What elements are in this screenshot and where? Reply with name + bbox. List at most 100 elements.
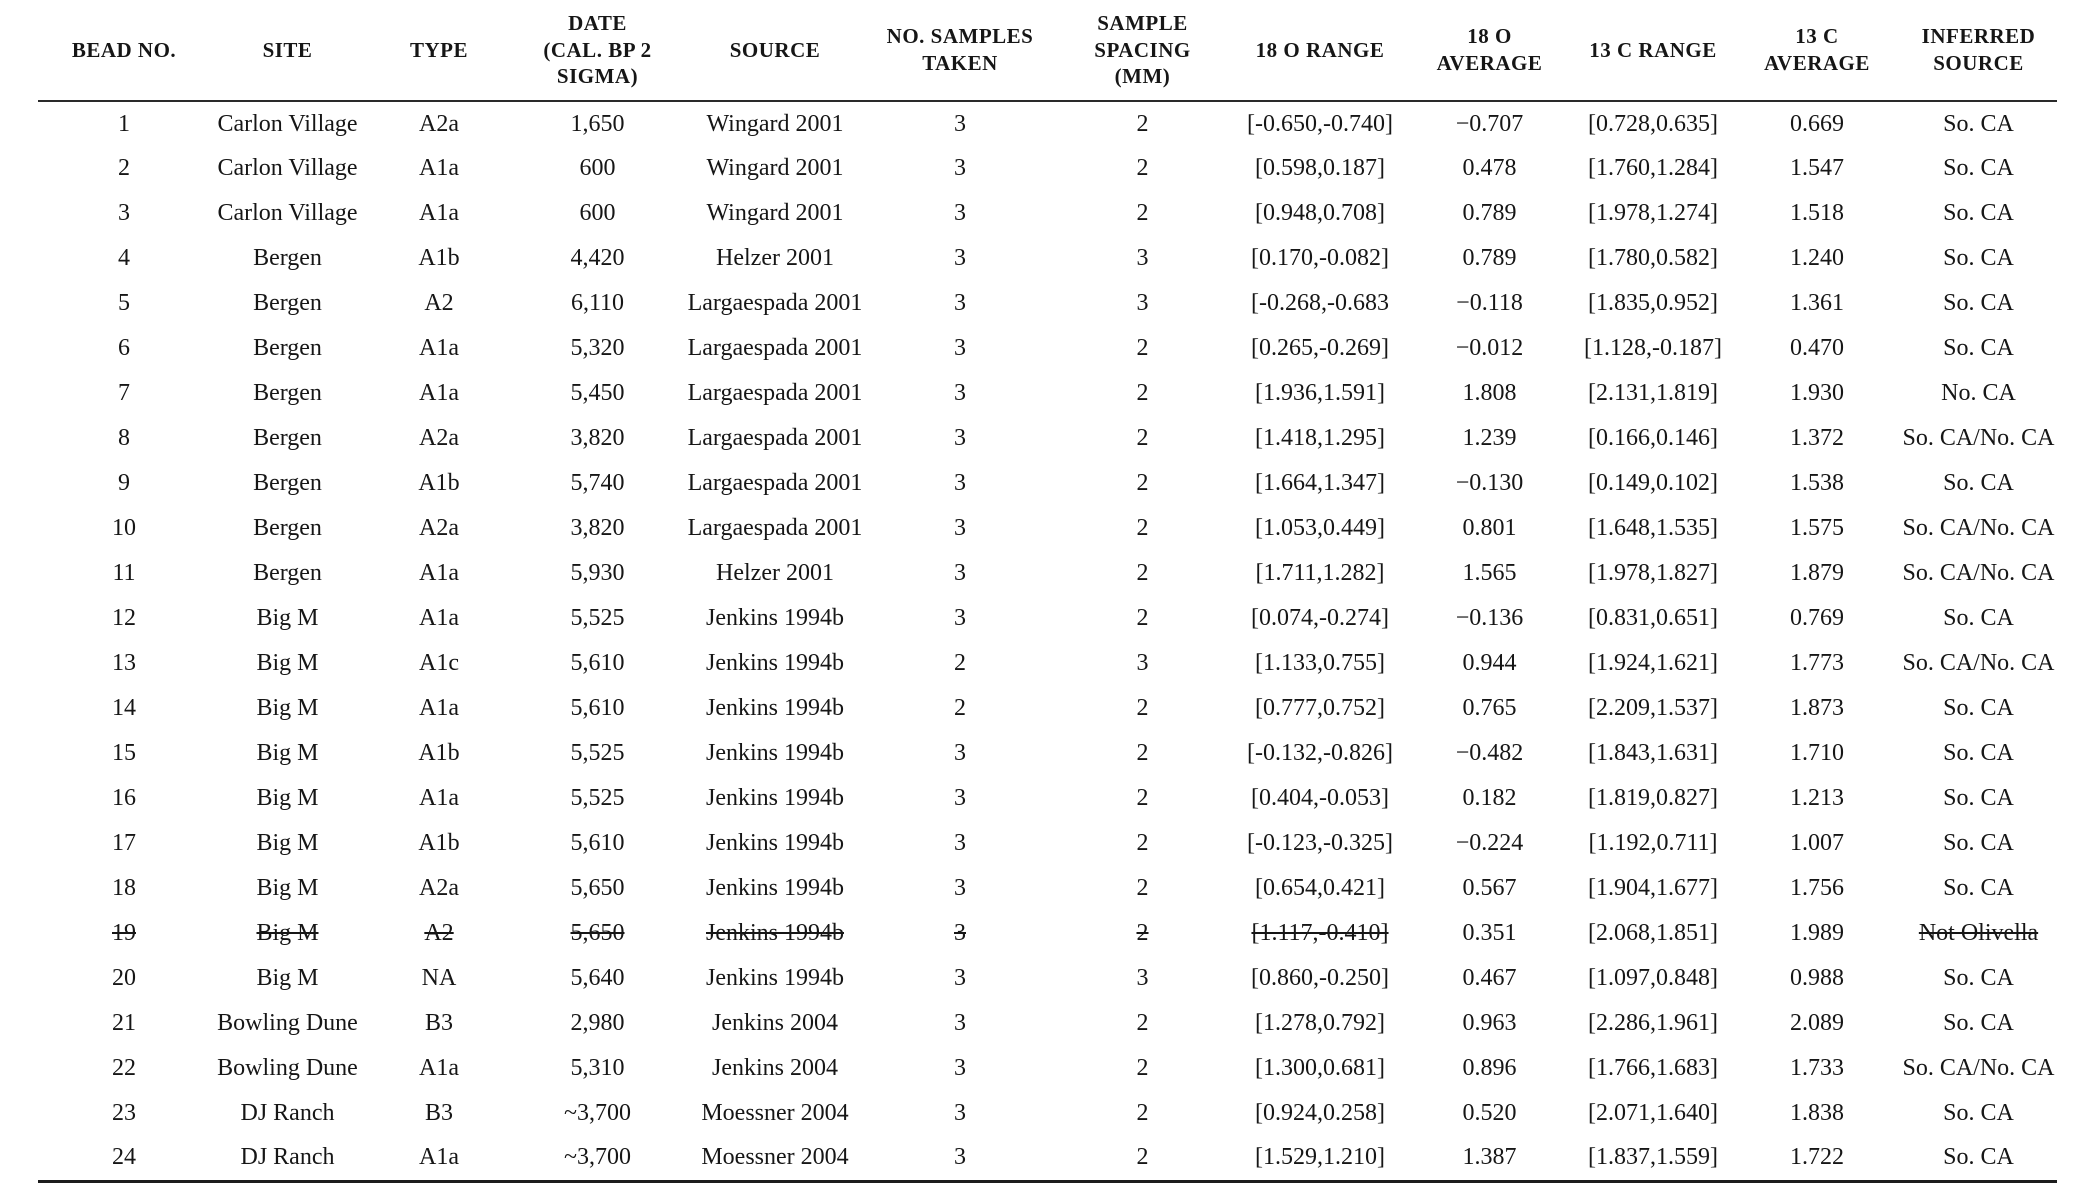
- cell-source: Jenkins 1994b: [706, 605, 844, 631]
- cell-c13_range: [1.843,1.631]: [1588, 740, 1718, 766]
- cell-source: Moessner 2004: [701, 1100, 849, 1126]
- cell-samples: 3: [954, 830, 966, 856]
- cell-site: Big M: [256, 965, 319, 991]
- cell-samples: 3: [954, 785, 966, 811]
- cell-o18_range: [0.404,-0.053]: [1251, 785, 1389, 811]
- cell-date: 5,740: [570, 470, 625, 496]
- cell-samples: 3: [954, 605, 966, 631]
- cell-o18_avg: 0.351: [1462, 920, 1517, 946]
- cell-spacing: 3: [1136, 245, 1149, 271]
- cell-source: Helzer 2001: [716, 560, 834, 586]
- cell-date: 5,610: [570, 830, 625, 856]
- cell-site: Big M: [256, 830, 319, 856]
- cell-spacing: 2: [1136, 110, 1149, 137]
- cell-spacing: 2: [1136, 200, 1149, 226]
- cell-o18_range: [1.300,0.681]: [1255, 1055, 1385, 1081]
- cell-o18_avg: −0.012: [1455, 335, 1524, 361]
- cell-spacing: 2: [1136, 155, 1149, 181]
- cell-c13_avg: 0.669: [1790, 110, 1844, 137]
- table-row: 17 Big M A1b 5,610 Jenkins 1994b 3 2 [-0.123,-0…: [38, 821, 2057, 866]
- cell-c13_range: [2.286,1.961]: [1588, 1010, 1718, 1036]
- cell-source: Jenkins 1994b: [706, 965, 844, 991]
- cell-type: A1b: [418, 470, 460, 496]
- cell-samples: 3: [954, 1144, 966, 1171]
- cell-c13_range: [1.924,1.621]: [1588, 650, 1718, 676]
- cell-inferred: So. CA: [1943, 830, 2014, 856]
- cell-o18_avg: 0.182: [1462, 785, 1517, 811]
- cell-type: A1a: [419, 200, 459, 226]
- cell-type: A1a: [419, 695, 459, 721]
- cell-inferred: So. CA: [1943, 110, 2014, 137]
- col-header-site: SITE: [210, 0, 365, 102]
- cell-o18_avg: 0.467: [1462, 965, 1517, 991]
- cell-inferred: Not Olivella: [1918, 920, 2039, 946]
- cell-o18_avg: 0.567: [1462, 875, 1517, 901]
- cell-site: Big M: [256, 920, 319, 946]
- cell-o18_range: [1.664,1.347]: [1255, 470, 1385, 496]
- cell-bead_no: 16: [112, 785, 136, 811]
- cell-c13_range: [1.978,1.827]: [1588, 560, 1718, 586]
- cell-inferred: So. CA/No. CA: [1902, 425, 2055, 451]
- cell-c13_range: [1.766,1.683]: [1588, 1055, 1718, 1081]
- cell-type: B3: [424, 1100, 453, 1126]
- cell-site: Bergen: [253, 335, 322, 361]
- cell-bead_no: 11: [112, 560, 136, 586]
- cell-spacing: 2: [1136, 785, 1149, 811]
- cell-date: 5,320: [570, 335, 625, 361]
- cell-samples: 3: [954, 875, 966, 901]
- cell-type: A1b: [418, 830, 460, 856]
- cell-type: A2a: [419, 875, 459, 901]
- cell-c13_avg: 0.988: [1790, 965, 1844, 991]
- cell-spacing: 2: [1136, 695, 1149, 721]
- table-row: 23 DJ Ranch B3 ~3,700 Moessner 2004 3 2 [0.924,…: [38, 1091, 2057, 1136]
- cell-spacing: 2: [1136, 1055, 1149, 1081]
- cell-inferred: So. CA: [1943, 695, 2014, 721]
- cell-bead_no: 22: [112, 1055, 136, 1081]
- cell-samples: 2: [954, 695, 966, 721]
- cell-c13_range: [1.819,0.827]: [1588, 785, 1718, 811]
- cell-o18_range: [0.265,-0.269]: [1251, 335, 1389, 361]
- cell-type: A1a: [419, 1144, 459, 1171]
- cell-date: 600: [579, 155, 616, 181]
- cell-o18_avg: 0.801: [1462, 515, 1517, 541]
- cell-date: 5,650: [570, 920, 625, 946]
- cell-type: A1a: [419, 155, 459, 181]
- cell-bead_no: 5: [118, 290, 130, 316]
- cell-c13_avg: 1.756: [1790, 875, 1844, 901]
- cell-date: 6,110: [570, 290, 625, 316]
- cell-o18_range: [0.074,-0.274]: [1251, 605, 1389, 631]
- cell-date: 5,650: [570, 875, 625, 901]
- cell-o18_avg: −0.118: [1456, 290, 1523, 316]
- col-header-inferred: INFERRED SOURCE: [1900, 0, 2057, 102]
- cell-date: 2,980: [570, 1010, 625, 1036]
- cell-source: Jenkins 1994b: [706, 875, 844, 901]
- cell-bead_no: 21: [112, 1010, 136, 1036]
- cell-site: Carlon Village: [217, 200, 358, 226]
- cell-date: 600: [579, 200, 616, 226]
- cell-inferred: So. CA: [1943, 1144, 2014, 1171]
- cell-c13_range: [1.835,0.952]: [1588, 290, 1718, 316]
- cell-site: Bergen: [253, 380, 322, 406]
- cell-spacing: 2: [1136, 830, 1149, 856]
- cell-site: Bergen: [253, 245, 322, 271]
- cell-c13_range: [0.728,0.635]: [1588, 110, 1718, 137]
- cell-site: Bowling Dune: [217, 1010, 358, 1036]
- table-row: 19 Big M A2 5,650 Jenkins 1994b 3 2 [1.117,-0.4…: [38, 911, 2057, 956]
- cell-c13_range: [2.068,1.851]: [1588, 920, 1718, 946]
- col-header-c13-avg: 13 C AVERAGE: [1734, 0, 1900, 102]
- cell-o18_range: [1.053,0.449]: [1255, 515, 1385, 541]
- col-header-type: TYPE: [365, 0, 513, 102]
- table-row: 4 Bergen A1b 4,420 Helzer 2001 3 3 [0.170,-0.08…: [38, 236, 2057, 281]
- cell-o18_range: [1.278,0.792]: [1255, 1010, 1385, 1036]
- cell-date: 5,640: [570, 965, 625, 991]
- cell-c13_range: [2.209,1.537]: [1588, 695, 1718, 721]
- cell-inferred: No. CA: [1941, 380, 2016, 406]
- cell-inferred: So. CA: [1943, 785, 2014, 811]
- col-header-source: SOURCE: [682, 0, 868, 102]
- cell-spacing: 3: [1136, 650, 1149, 676]
- cell-date: 1,650: [570, 110, 625, 137]
- cell-source: Moessner 2004: [701, 1144, 849, 1171]
- cell-inferred: So. CA/No. CA: [1902, 560, 2055, 586]
- cell-bead_no: 2: [118, 155, 130, 181]
